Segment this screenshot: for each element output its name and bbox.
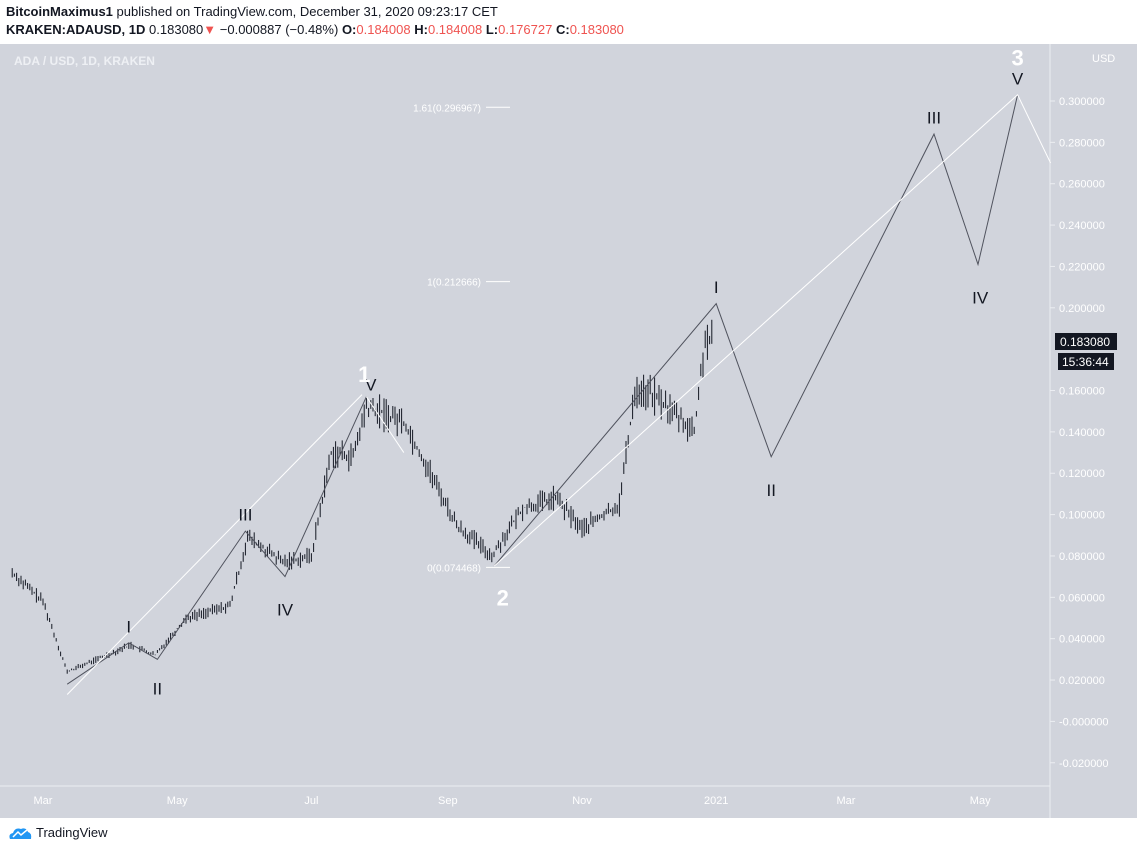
x-tick-label: May — [167, 795, 188, 807]
trend-line — [365, 396, 405, 453]
wave-label: 2 — [497, 585, 509, 610]
wave-label: II — [766, 481, 775, 500]
wave-label: IV — [972, 288, 989, 307]
cloud-logo-icon — [9, 827, 32, 839]
symbol-info: KRAKEN:ADAUSD, 1D 0.183080▼ −0.000887 (−… — [6, 22, 624, 37]
countdown-text: 15:36:44 — [1062, 355, 1109, 369]
y-tick-label: 0.240000 — [1059, 220, 1105, 232]
low-label: L: — [485, 22, 499, 37]
x-tick-label: Mar — [837, 795, 856, 807]
brand-name: TradingView — [36, 825, 108, 840]
y-tick-label: 0.020000 — [1059, 675, 1105, 687]
wave-line — [66, 396, 367, 685]
publish-info: BitcoinMaximus1 published on TradingView… — [6, 4, 498, 19]
y-tick-label: 0.160000 — [1059, 386, 1105, 398]
y-tick-label: 0.120000 — [1059, 468, 1105, 480]
fib-level-label: 0(0.074468) — [427, 563, 481, 574]
price-badge — [1055, 333, 1117, 350]
y-tick-label: 0.280000 — [1059, 137, 1105, 149]
countdown-badge — [1058, 353, 1114, 370]
wave-label: I — [126, 617, 131, 636]
author: BitcoinMaximus1 — [6, 4, 113, 19]
trend-line — [493, 93, 1052, 567]
chart-background — [0, 44, 1137, 818]
trend-line — [66, 394, 363, 695]
projection-line — [493, 94, 1019, 567]
wave-label: IV — [277, 601, 294, 620]
y-tick-label: 0.060000 — [1059, 592, 1105, 604]
down-arrow-icon: ▼ — [203, 22, 217, 37]
high-label: H: — [414, 22, 428, 37]
x-tick-label: 2021 — [704, 795, 728, 807]
wave-label: II — [153, 679, 162, 698]
change: −0.000887 (−0.48%) — [219, 22, 339, 37]
y-tick-label: 0.080000 — [1059, 551, 1105, 563]
wave-label: 1 — [358, 362, 370, 387]
publish-text: published on TradingView.com, December 3… — [116, 4, 498, 19]
y-tick-label: 0.300000 — [1059, 96, 1105, 108]
wave-label: 3 — [1011, 46, 1023, 71]
chart-title: ADA / USD, 1D, KRAKEN — [14, 54, 155, 68]
close-label: C: — [555, 22, 570, 37]
y-tick-label: 0.100000 — [1059, 510, 1105, 522]
wave-label: V — [1012, 69, 1024, 88]
close-value: 0.183080 — [569, 22, 624, 37]
open-value: 0.184008 — [356, 22, 411, 37]
wave-label: III — [238, 506, 252, 525]
x-tick-label: Sep — [438, 795, 458, 807]
y-tick-label: -0.000000 — [1059, 716, 1109, 728]
open-label: O: — [341, 22, 357, 37]
wave-label: III — [927, 109, 941, 128]
low-value: 0.176727 — [498, 22, 553, 37]
y-tick-label: 0.260000 — [1059, 179, 1105, 191]
y-tick-label: -0.020000 — [1059, 758, 1109, 770]
x-tick-label: Jul — [304, 795, 318, 807]
last-price: 0.183080 — [149, 22, 204, 37]
price-badge-text: 0.183080 — [1060, 335, 1110, 349]
high-value: 0.184008 — [427, 22, 483, 37]
symbol: KRAKEN:ADAUSD, 1D — [6, 22, 146, 37]
currency-label: USD — [1092, 53, 1115, 65]
y-tick-label: 0.040000 — [1059, 634, 1105, 646]
fib-level-label: 1(0.212666) — [427, 278, 481, 289]
y-tick-label: 0.200000 — [1059, 303, 1105, 315]
x-tick-label: Mar — [34, 795, 53, 807]
wave-label: I — [714, 278, 719, 297]
wave-label: V — [365, 375, 377, 394]
y-tick-label: 0.220000 — [1059, 261, 1105, 273]
x-tick-label: Nov — [572, 795, 592, 807]
tradingview-logo[interactable]: TradingView — [8, 825, 108, 840]
y-tick-label: 0.140000 — [1059, 427, 1105, 439]
x-tick-label: May — [970, 795, 991, 807]
fib-level-label: 1.61(0.296967) — [413, 103, 481, 114]
price-chart[interactable]: ADA / USD, 1D, KRAKEN 0.300000 0.280000 0.… — [0, 44, 1137, 818]
